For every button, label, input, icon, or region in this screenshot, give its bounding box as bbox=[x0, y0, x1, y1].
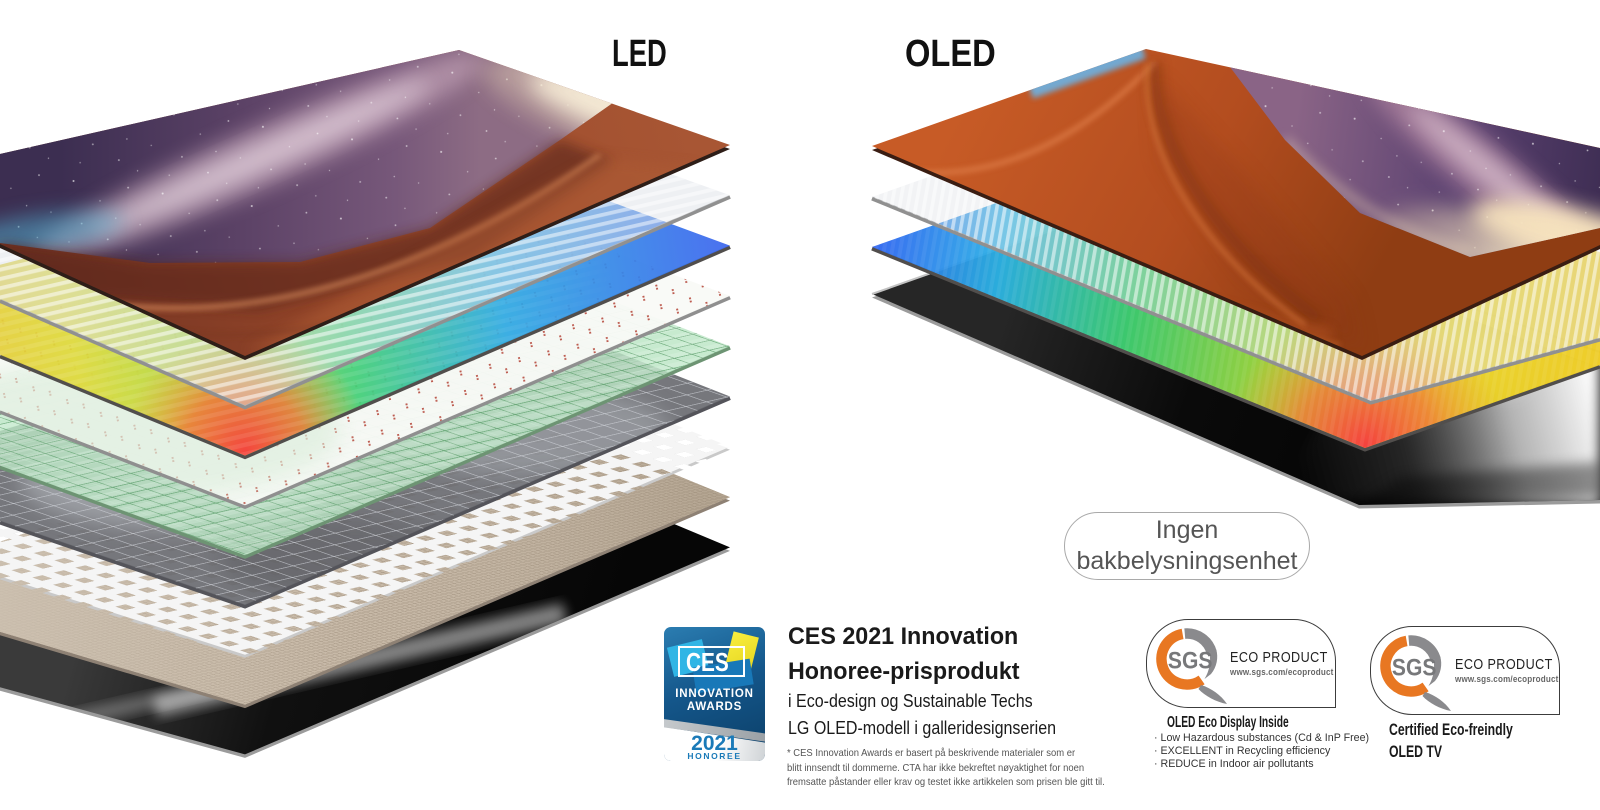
svg-text:SGS: SGS bbox=[1392, 653, 1436, 681]
svg-text:SGS: SGS bbox=[1168, 646, 1212, 674]
